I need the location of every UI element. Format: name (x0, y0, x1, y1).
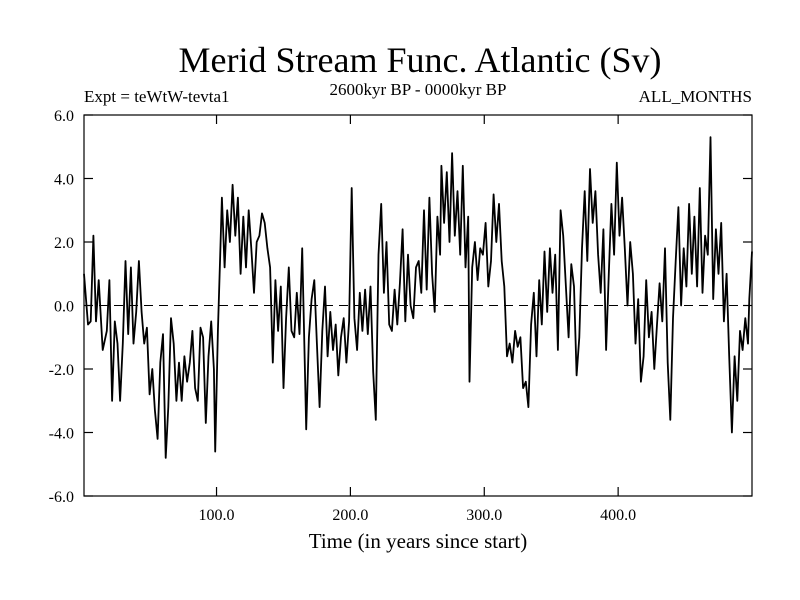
x-tick-label: 400.0 (600, 507, 636, 524)
series-line (83, 136, 753, 459)
x-tick-label: 100.0 (199, 507, 235, 524)
x-axis: 100.0 200.0 300.0 400.0 (199, 115, 636, 524)
y-tick-label: -4.0 (49, 426, 74, 443)
y-tick-label: 2.0 (54, 235, 74, 252)
y-tick-label: 4.0 (54, 172, 74, 189)
y-tick-label: -2.0 (49, 362, 74, 379)
y-axis: 6.0 4.0 2.0 0.0 -2.0 -4.0 -6.0 (49, 108, 752, 506)
x-tick-label: 200.0 (332, 507, 368, 524)
chart-title: Merid Stream Func. Atlantic (Sv) (179, 40, 662, 80)
chart-months-label: ALL_MONTHS (639, 87, 752, 106)
y-tick-label: 6.0 (54, 108, 74, 125)
y-tick-label: -6.0 (49, 489, 74, 506)
y-tick-label: 0.0 (54, 299, 74, 316)
x-tick-label: 300.0 (466, 507, 502, 524)
chart-period-label: 2600kyr BP - 0000kyr BP (330, 80, 507, 99)
chart-experiment-label: Expt = teWtW-tevta1 (84, 87, 230, 106)
x-axis-label: Time (in years since start) (309, 529, 528, 553)
